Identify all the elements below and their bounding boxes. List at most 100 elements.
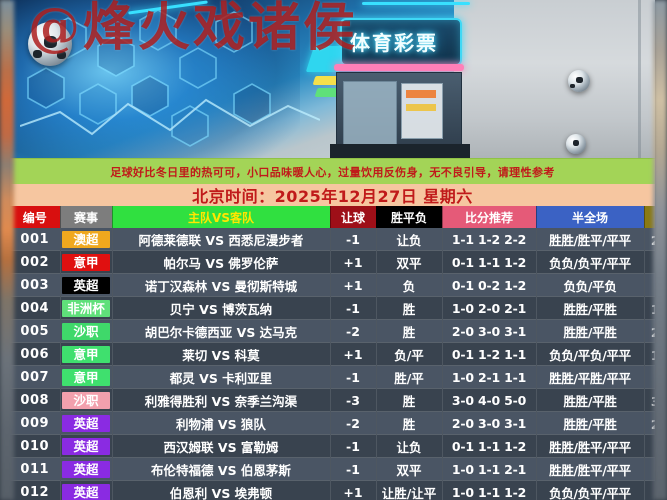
table-header-row: 编号赛事主队VS客队让球胜平负比分推荐半全场进球数 — [10, 206, 655, 228]
league-badge[interactable]: 英超 — [62, 414, 110, 432]
cell-league: 英超 — [60, 480, 113, 500]
cell-result: 胜 — [376, 411, 443, 435]
table-header-cell-1[interactable]: 赛事 — [60, 206, 113, 228]
cell-league: 非洲杯 — [60, 296, 113, 320]
table-header-cell-3[interactable]: 让球 — [330, 206, 377, 228]
table-header-cell-2[interactable]: 主队VS客队 — [112, 206, 331, 228]
shop-awning — [334, 64, 464, 71]
cell-no: 007 — [10, 365, 61, 389]
cell-no: 003 — [10, 273, 61, 297]
cell-result: 让胜/让平 — [376, 480, 443, 500]
league-badge[interactable]: 澳超 — [62, 230, 110, 248]
cell-goals: 1/2/3球 — [644, 343, 655, 366]
cell-handicap: +1 — [330, 342, 377, 366]
cell-no: 006 — [10, 342, 61, 366]
cell-result: 双平 — [376, 457, 443, 481]
hero-wall — [454, 0, 655, 158]
cell-league: 意甲 — [60, 365, 113, 389]
cell-league: 英超 — [60, 457, 113, 481]
cell-league: 英超 — [60, 273, 113, 297]
league-badge[interactable]: 沙职 — [62, 391, 110, 409]
league-badge[interactable]: 英超 — [62, 460, 110, 478]
league-badge[interactable]: 英超 — [62, 437, 110, 455]
cell-league: 沙职 — [60, 388, 113, 412]
table-row[interactable]: 001 澳超 阿德莱德联 VS 西悉尼漫步者 -1 让负 1-1 1-2 2-2 胜胜/胜平… — [10, 228, 655, 251]
neon-line-top — [362, 2, 470, 5]
cell-no: 010 — [10, 434, 61, 458]
cell-league: 沙职 — [60, 319, 113, 343]
cell-score: 1-1 1-2 2-2 — [442, 228, 537, 251]
league-badge[interactable]: 意甲 — [62, 368, 110, 386]
table-header-cell-5[interactable]: 比分推荐 — [442, 206, 537, 228]
league-badge[interactable]: 英超 — [62, 483, 110, 500]
cell-result: 双平 — [376, 250, 443, 274]
cell-result: 负/平 — [376, 342, 443, 366]
table-header-cell-0[interactable]: 编号 — [10, 206, 61, 228]
cell-half: 胜胜/胜平/平平 — [536, 457, 645, 481]
league-badge[interactable]: 英超 — [62, 276, 110, 294]
date-banner-text: 北京时间：2025年12月27日 星期六 — [192, 187, 473, 206]
cell-handicap: -1 — [330, 296, 377, 320]
cell-goals: 2/3/4球 — [644, 412, 655, 435]
cell-score: 0-1 1-1 1-2 — [442, 434, 537, 458]
cell-match: 西汉姆联 VS 富勒姆 — [112, 434, 331, 458]
league-badge[interactable]: 意甲 — [62, 345, 110, 363]
cell-half: 负负/平负/平平 — [536, 342, 645, 366]
cell-handicap: -1 — [330, 228, 377, 251]
cell-goals: 2/3球 — [644, 251, 655, 274]
cell-handicap: +1 — [330, 273, 377, 297]
cell-score: 2-0 3-0 3-1 — [442, 319, 537, 343]
cell-handicap: -1 — [330, 365, 377, 389]
cell-goals: 2/3/4球 — [644, 320, 655, 343]
cell-result: 胜/平 — [376, 365, 443, 389]
shop-sign-board: 体育彩票 — [340, 18, 462, 66]
cell-score: 0-1 0-2 1-2 — [442, 273, 537, 297]
cell-goals: 1/2/3球 — [644, 297, 655, 320]
cell-score: 0-1 1-1 1-2 — [442, 250, 537, 274]
cell-no: 002 — [10, 250, 61, 274]
cell-handicap: -1 — [330, 434, 377, 458]
cell-match: 胡巴尔卡德西亚 VS 达马克 — [112, 319, 331, 343]
cell-no: 005 — [10, 319, 61, 343]
league-badge[interactable]: 非洲杯 — [62, 299, 110, 317]
soccer-ball-icon — [28, 22, 72, 66]
table-header-cell-7[interactable]: 进球数 — [644, 206, 655, 228]
table-header-cell-6[interactable]: 半全场 — [536, 206, 645, 228]
cell-score: 2-0 3-0 3-1 — [442, 411, 537, 435]
table-row[interactable]: 011 英超 布伦特福德 VS 伯恩茅斯 -1 双平 1-0 1-1 2-1 胜胜/胜平/平… — [10, 457, 655, 481]
cell-goals: 2/3球 — [644, 481, 655, 500]
lottery-shop-graphic: 体育彩票 — [330, 4, 470, 158]
table-row[interactable]: 012 英超 伯恩利 VS 埃弗顿 +1 让胜/让平 1-0 1-1 1-2 负负/负平/平… — [10, 480, 655, 500]
cell-goals: 2/3球 — [644, 435, 655, 458]
cell-score: 1-0 2-0 2-1 — [442, 296, 537, 320]
cell-league: 英超 — [60, 411, 113, 435]
league-badge[interactable]: 意甲 — [62, 253, 110, 271]
cell-goals: 2/3球 — [644, 366, 655, 389]
tip-banner: 足球好比冬日里的热可可，小口品味暖人心，过量饮用反伤身，无不良引导，请理性参考 — [10, 158, 655, 186]
cell-score: 1-0 1-1 1-2 — [442, 480, 537, 500]
cell-match: 诺丁汉森林 VS 曼彻斯特城 — [112, 273, 331, 297]
shop-steps — [330, 144, 470, 158]
cell-result: 负 — [376, 273, 443, 297]
cell-score: 1-0 2-1 1-1 — [442, 365, 537, 389]
cell-half: 胜胜/平胜/平平 — [536, 365, 645, 389]
shop-facade — [336, 72, 462, 158]
cell-score: 1-0 1-1 2-1 — [442, 457, 537, 481]
cell-result: 让负 — [376, 434, 443, 458]
table-header-cell-4[interactable]: 胜平负 — [376, 206, 443, 228]
cell-score: 3-0 4-0 5-0 — [442, 388, 537, 412]
league-badge[interactable]: 沙职 — [62, 322, 110, 340]
cell-half: 负负/负平/平平 — [536, 480, 645, 500]
cell-result: 胜 — [376, 319, 443, 343]
